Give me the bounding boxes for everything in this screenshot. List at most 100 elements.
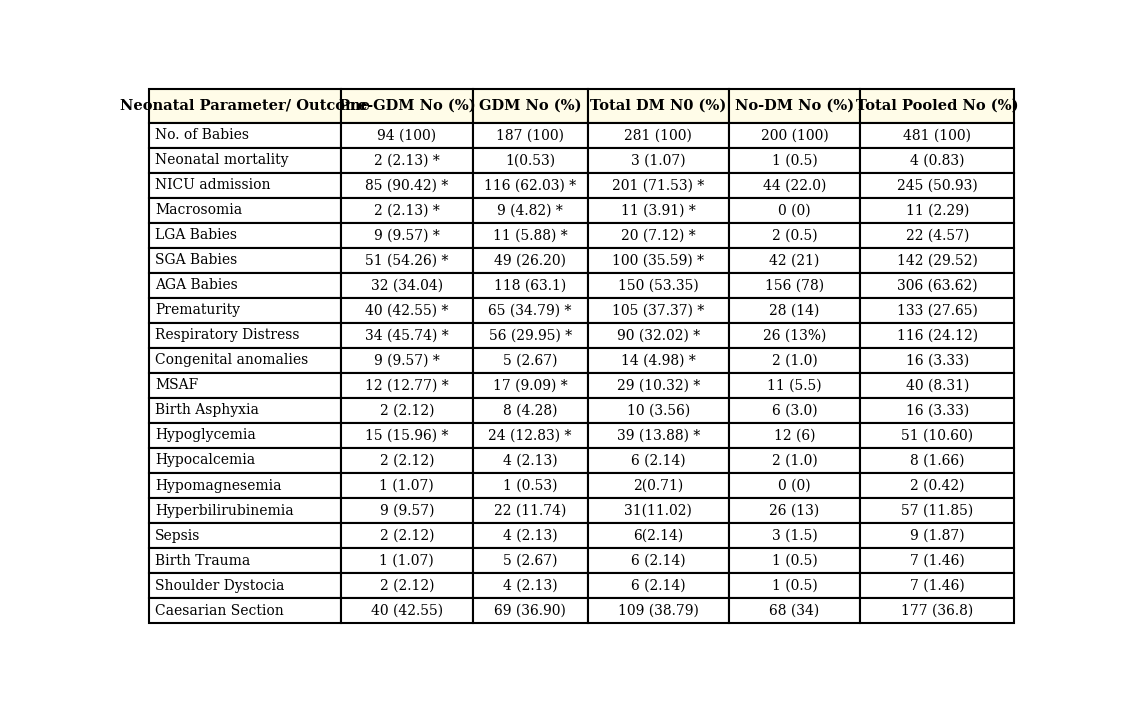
Bar bbox=[588, 89, 729, 123]
Bar bbox=[472, 298, 588, 323]
Text: Prematurity: Prematurity bbox=[155, 303, 241, 317]
Bar bbox=[860, 273, 1015, 298]
Bar bbox=[860, 248, 1015, 273]
Text: 2 (0.42): 2 (0.42) bbox=[910, 479, 965, 493]
Bar bbox=[340, 573, 472, 598]
Bar bbox=[472, 198, 588, 223]
Bar bbox=[340, 348, 472, 373]
Bar bbox=[340, 523, 472, 548]
Bar bbox=[472, 448, 588, 473]
Text: 65 (34.79) *: 65 (34.79) * bbox=[488, 303, 572, 317]
Text: 15 (15.96) *: 15 (15.96) * bbox=[365, 429, 448, 443]
Bar bbox=[588, 148, 729, 173]
Bar bbox=[588, 173, 729, 198]
Text: 1 (0.5): 1 (0.5) bbox=[772, 153, 817, 167]
Bar bbox=[729, 573, 860, 598]
Bar bbox=[149, 598, 340, 623]
Bar bbox=[472, 348, 588, 373]
Text: 177 (36.8): 177 (36.8) bbox=[901, 603, 974, 618]
Text: 1(0.53): 1(0.53) bbox=[505, 153, 555, 167]
Bar bbox=[588, 248, 729, 273]
Bar bbox=[860, 448, 1015, 473]
Bar bbox=[588, 398, 729, 423]
Text: 0 (0): 0 (0) bbox=[779, 203, 810, 217]
Bar bbox=[588, 198, 729, 223]
Text: 150 (53.35): 150 (53.35) bbox=[617, 278, 699, 293]
Bar bbox=[472, 223, 588, 248]
Text: 156 (78): 156 (78) bbox=[765, 278, 824, 293]
Bar bbox=[472, 598, 588, 623]
Text: 4 (2.13): 4 (2.13) bbox=[503, 579, 557, 593]
Bar bbox=[860, 498, 1015, 523]
Text: 85 (90.42) *: 85 (90.42) * bbox=[365, 178, 448, 192]
Bar bbox=[472, 148, 588, 173]
Text: Total DM N0 (%): Total DM N0 (%) bbox=[590, 99, 726, 113]
Bar bbox=[472, 423, 588, 448]
Text: 17 (9.09) *: 17 (9.09) * bbox=[493, 379, 568, 393]
Text: Respiratory Distress: Respiratory Distress bbox=[155, 329, 300, 343]
Text: 94 (100): 94 (100) bbox=[377, 128, 437, 142]
Text: 481 (100): 481 (100) bbox=[903, 128, 972, 142]
Text: 116 (62.03) *: 116 (62.03) * bbox=[485, 178, 577, 192]
Text: 2 (0.5): 2 (0.5) bbox=[772, 228, 817, 243]
Text: 116 (24.12): 116 (24.12) bbox=[897, 329, 978, 343]
Bar bbox=[149, 448, 340, 473]
Bar bbox=[588, 548, 729, 573]
Bar bbox=[729, 473, 860, 498]
Bar bbox=[729, 248, 860, 273]
Bar bbox=[340, 148, 472, 173]
Bar bbox=[340, 448, 472, 473]
Text: LGA Babies: LGA Babies bbox=[155, 228, 237, 243]
Bar bbox=[340, 198, 472, 223]
Text: AGA Babies: AGA Babies bbox=[155, 278, 238, 293]
Text: 11 (3.91) *: 11 (3.91) * bbox=[621, 203, 696, 217]
Text: 9 (1.87): 9 (1.87) bbox=[910, 529, 965, 543]
Text: No-DM No (%): No-DM No (%) bbox=[735, 99, 855, 113]
Bar bbox=[472, 398, 588, 423]
Bar bbox=[860, 148, 1015, 173]
Bar bbox=[860, 173, 1015, 198]
Text: 11 (5.5): 11 (5.5) bbox=[767, 379, 822, 393]
Bar bbox=[860, 89, 1015, 123]
Bar bbox=[729, 148, 860, 173]
Bar bbox=[860, 348, 1015, 373]
Text: 9 (9.57): 9 (9.57) bbox=[379, 503, 434, 517]
Bar bbox=[149, 373, 340, 398]
Text: 44 (22.0): 44 (22.0) bbox=[763, 178, 826, 192]
Text: 2 (2.13) *: 2 (2.13) * bbox=[373, 153, 439, 167]
Text: 5 (2.67): 5 (2.67) bbox=[503, 353, 557, 367]
Bar bbox=[729, 373, 860, 398]
Bar bbox=[340, 298, 472, 323]
Bar bbox=[729, 323, 860, 348]
Text: Birth Asphyxia: Birth Asphyxia bbox=[155, 403, 259, 417]
Text: 11 (2.29): 11 (2.29) bbox=[906, 203, 969, 217]
Text: Pre-GDM No (%): Pre-GDM No (%) bbox=[338, 99, 476, 113]
Text: 142 (29.52): 142 (29.52) bbox=[897, 253, 978, 267]
Bar bbox=[149, 498, 340, 523]
Text: Congenital anomalies: Congenital anomalies bbox=[155, 353, 309, 367]
Text: 26 (13): 26 (13) bbox=[770, 503, 819, 517]
Bar bbox=[860, 398, 1015, 423]
Text: 11 (5.88) *: 11 (5.88) * bbox=[493, 228, 568, 243]
Text: 109 (38.79): 109 (38.79) bbox=[617, 603, 699, 618]
Text: 7 (1.46): 7 (1.46) bbox=[910, 553, 965, 568]
Text: 12 (12.77) *: 12 (12.77) * bbox=[365, 379, 448, 393]
Bar bbox=[860, 298, 1015, 323]
Bar bbox=[588, 123, 729, 148]
Text: 40 (42.55): 40 (42.55) bbox=[371, 603, 443, 618]
Text: 7 (1.46): 7 (1.46) bbox=[910, 579, 965, 593]
Bar bbox=[472, 323, 588, 348]
Bar bbox=[588, 273, 729, 298]
Bar bbox=[588, 348, 729, 373]
Text: 22 (4.57): 22 (4.57) bbox=[906, 228, 969, 243]
Text: 40 (8.31): 40 (8.31) bbox=[906, 379, 969, 393]
Bar bbox=[340, 123, 472, 148]
Bar bbox=[729, 448, 860, 473]
Bar bbox=[588, 573, 729, 598]
Bar bbox=[472, 548, 588, 573]
Text: 1 (0.53): 1 (0.53) bbox=[503, 479, 557, 493]
Text: 6 (2.14): 6 (2.14) bbox=[631, 553, 686, 568]
Text: 2 (2.12): 2 (2.12) bbox=[379, 529, 434, 543]
Bar bbox=[729, 173, 860, 198]
Text: 1 (1.07): 1 (1.07) bbox=[379, 553, 435, 568]
